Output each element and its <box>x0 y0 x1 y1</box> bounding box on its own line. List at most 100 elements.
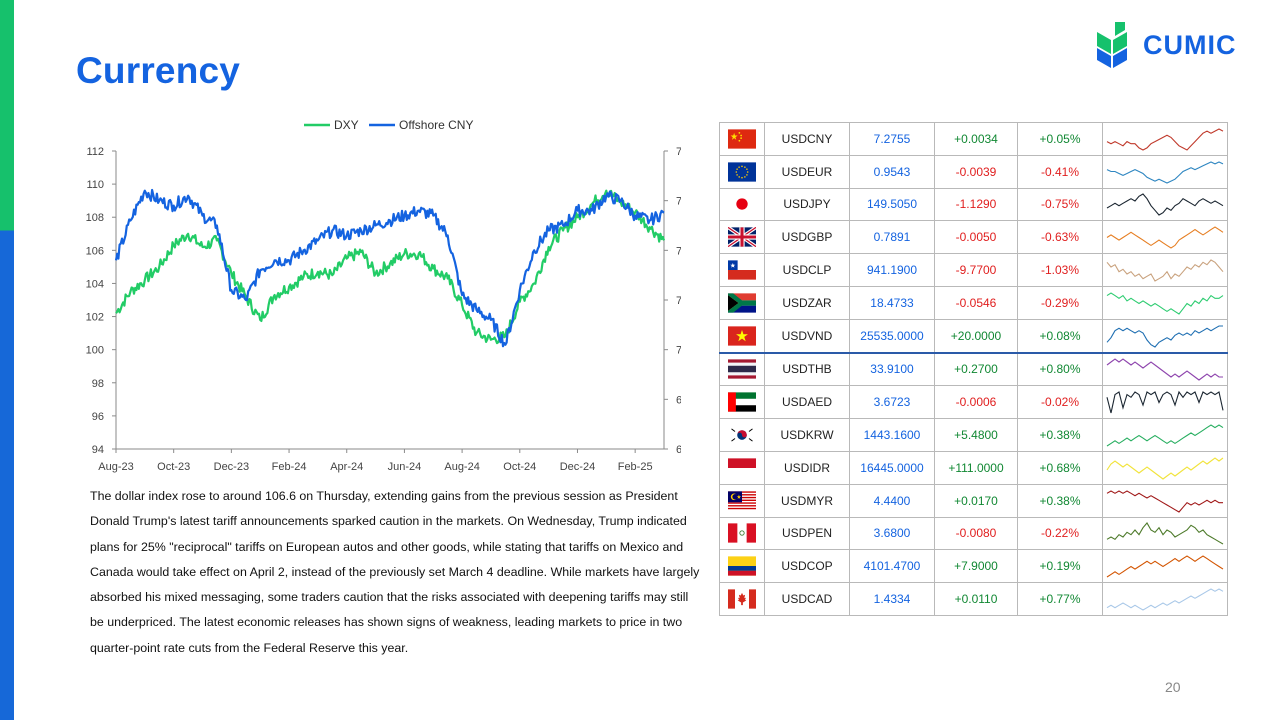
sparkline-path <box>1106 358 1223 382</box>
sparkline-path <box>1106 193 1224 217</box>
sparkline-path <box>1106 292 1224 315</box>
sparkline-path <box>1106 128 1224 151</box>
left-tick-label: 94 <box>92 444 104 456</box>
currency-pair-cell: USDEUR <box>764 154 850 189</box>
pct-change-cell: -0.41% <box>1017 154 1103 189</box>
sparkline-chart <box>1106 325 1223 348</box>
rate-cell: 941.1900 <box>849 253 935 287</box>
sparkline-chart <box>1106 424 1224 447</box>
rate-cell: 4.4400 <box>849 483 935 518</box>
table-row: USDZAR 18.4733 -0.0546 -0.29% <box>719 285 1228 320</box>
sparkline-path <box>1106 555 1224 578</box>
table-row: USDMYR 4.4400 +0.0170 +0.38% <box>719 483 1228 518</box>
sparkline-cell <box>1102 516 1228 551</box>
co-flag-icon <box>728 556 756 576</box>
right-tick-label: 7 <box>676 345 681 357</box>
x-tick-label: Apr-24 <box>330 461 363 473</box>
pct-change-cell: -0.63% <box>1017 220 1103 255</box>
sparkline-chart <box>1106 161 1224 184</box>
change-cell: +0.0170 <box>934 483 1018 518</box>
flag-cell <box>719 154 765 189</box>
sparkline-path <box>1106 424 1224 447</box>
sparkline-cell <box>1102 582 1228 616</box>
sparkline-path <box>1106 522 1224 545</box>
left-tick-label: 98 <box>92 378 104 390</box>
sparkline-chart <box>1106 193 1224 217</box>
change-cell: -9.7700 <box>934 253 1018 287</box>
change-cell: -0.0039 <box>934 154 1018 189</box>
change-cell: -0.0080 <box>934 516 1018 551</box>
sparkline-cell <box>1102 450 1228 485</box>
sparkline-chart <box>1106 588 1224 611</box>
eu-flag-icon <box>728 162 756 182</box>
jp-flag-icon <box>728 194 756 215</box>
currency-pair-cell: USDAED <box>764 385 850 420</box>
right-tick-label: 6.9 <box>676 394 681 406</box>
table-row: USDEUR 0.9543 -0.0039 -0.41% <box>719 154 1228 189</box>
x-tick-label: Dec-23 <box>214 461 249 473</box>
my-flag-icon <box>728 491 756 511</box>
rate-cell: 1443.1600 <box>849 418 935 452</box>
change-cell: +0.0110 <box>934 582 1018 616</box>
sparkline-cell <box>1102 549 1228 584</box>
flag-cell <box>719 582 765 616</box>
commentary-text: The dollar index rose to around 106.6 on… <box>90 489 700 655</box>
sparkline-cell <box>1102 122 1228 156</box>
flag-cell <box>719 352 765 387</box>
flag-cell <box>719 450 765 485</box>
currency-pair-cell: USDMYR <box>764 483 850 518</box>
change-cell: +111.0000 <box>934 450 1018 485</box>
change-cell: +0.0034 <box>934 122 1018 156</box>
sparkline-path <box>1106 490 1223 513</box>
sparkline-cell <box>1102 187 1228 222</box>
za-flag-icon <box>728 293 756 313</box>
sparkline-chart <box>1106 358 1223 382</box>
change-cell: -0.0050 <box>934 220 1018 255</box>
currency-pair-cell: USDIDR <box>764 450 850 485</box>
sparkline-path <box>1106 226 1224 249</box>
currency-pair-cell: USDCOP <box>764 549 850 584</box>
rate-cell: 0.7891 <box>849 220 935 255</box>
table-row: USDPEN 3.6800 -0.0080 -0.22% <box>719 516 1228 551</box>
sparkline-chart <box>1106 259 1224 282</box>
sparkline-cell <box>1102 154 1228 189</box>
series-line-offshore-cny <box>114 188 665 348</box>
pct-change-cell: +0.38% <box>1017 483 1103 518</box>
rate-cell: 4101.4700 <box>849 549 935 584</box>
change-cell: +20.0000 <box>934 318 1018 354</box>
currency-pair-cell: USDKRW <box>764 418 850 452</box>
sparkline-path <box>1106 457 1224 480</box>
x-tick-label: Jun-24 <box>388 461 422 473</box>
table-row: USDGBP 0.7891 -0.0050 -0.63% <box>719 220 1228 255</box>
flag-cell <box>719 318 765 354</box>
id-flag-icon <box>728 458 756 478</box>
sparkline-cell <box>1102 285 1228 320</box>
pe-flag-icon <box>728 523 756 544</box>
sparkline-cell <box>1102 483 1228 518</box>
sparkline-chart <box>1106 457 1224 480</box>
right-tick-label: 7.1 <box>676 295 681 307</box>
sparkline-path <box>1106 325 1223 348</box>
table-row: USDIDR 16445.0000 +111.0000 +0.68% <box>719 450 1228 485</box>
rate-cell: 18.4733 <box>849 285 935 320</box>
fx-line-chart: 94 96 98 100 102 104 106 108 110 112 6.8 6.9 7 7.1 7.2… <box>86 118 681 473</box>
sparkline-chart <box>1106 292 1224 315</box>
left-tick-label: 104 <box>86 278 104 290</box>
table-row: USDKRW 1443.1600 +5.4800 +0.38% <box>719 418 1228 452</box>
currency-pair-cell: USDCLP <box>764 253 850 287</box>
flag-cell <box>719 122 765 156</box>
right-tick-label: 6.8 <box>676 444 681 456</box>
left-tick-label: 102 <box>86 312 104 324</box>
sparkline-chart <box>1106 226 1224 249</box>
sparkline-cell <box>1102 220 1228 255</box>
change-cell: +5.4800 <box>934 418 1018 452</box>
change-cell: -0.0546 <box>934 285 1018 320</box>
x-tick-label: Feb-25 <box>618 461 653 473</box>
pct-change-cell: -0.29% <box>1017 285 1103 320</box>
x-tick-label: Aug-24 <box>444 461 479 473</box>
table-row: USDCLP 941.1900 -9.7700 -1.03% <box>719 253 1228 287</box>
left-tick-label: 110 <box>86 179 104 191</box>
sparkline-path <box>1106 259 1224 282</box>
table-row: USDCOP 4101.4700 +7.9000 +0.19% <box>719 549 1228 584</box>
currency-pair-cell: USDTHB <box>764 352 850 387</box>
